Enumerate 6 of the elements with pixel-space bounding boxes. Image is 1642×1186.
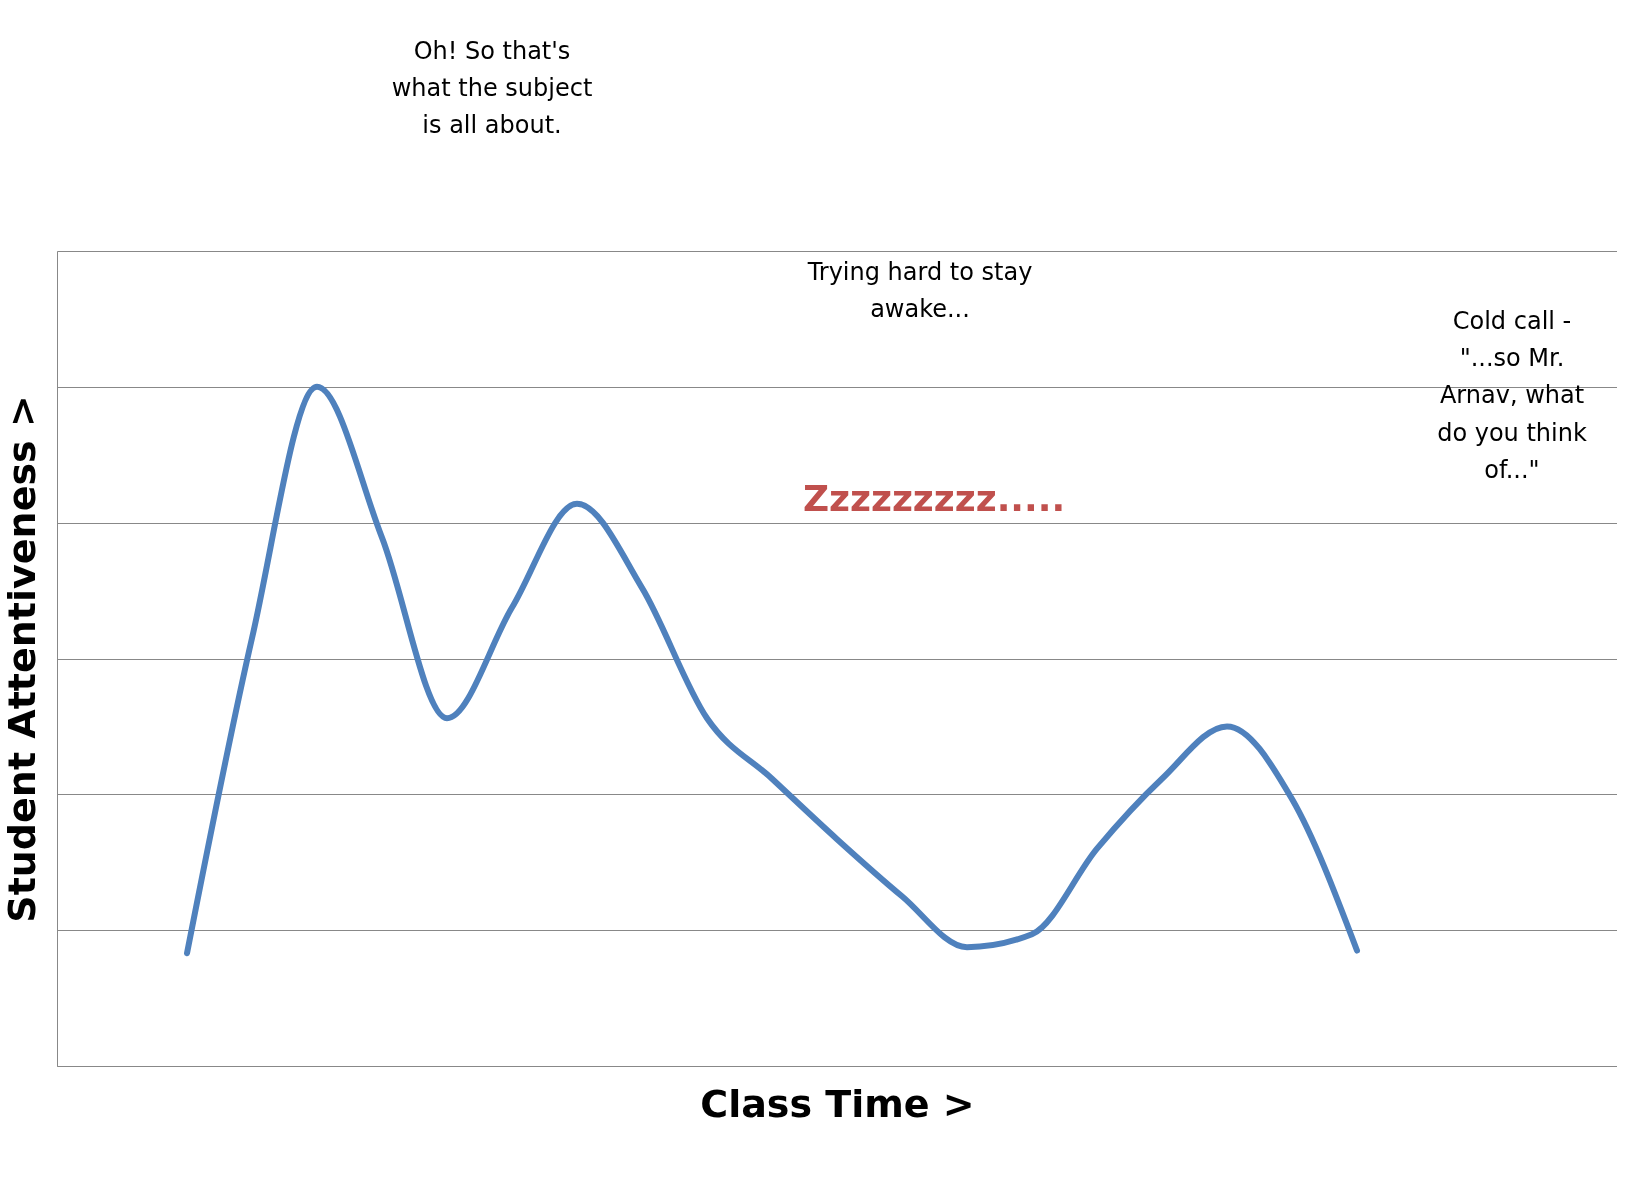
y-axis-title: Student Attentiveness > [0, 395, 44, 923]
x-axis-title: Class Time > [700, 1081, 975, 1126]
annotation: Zzzzzzzzz..... [802, 478, 1066, 519]
text: Trying hard to stay awake... [806, 257, 1033, 323]
text: Oh! So that's what the subject is all about. [391, 37, 593, 140]
annotation: Cold call - "...so Mr. Arnav, what do you think of..." [1437, 307, 1587, 484]
